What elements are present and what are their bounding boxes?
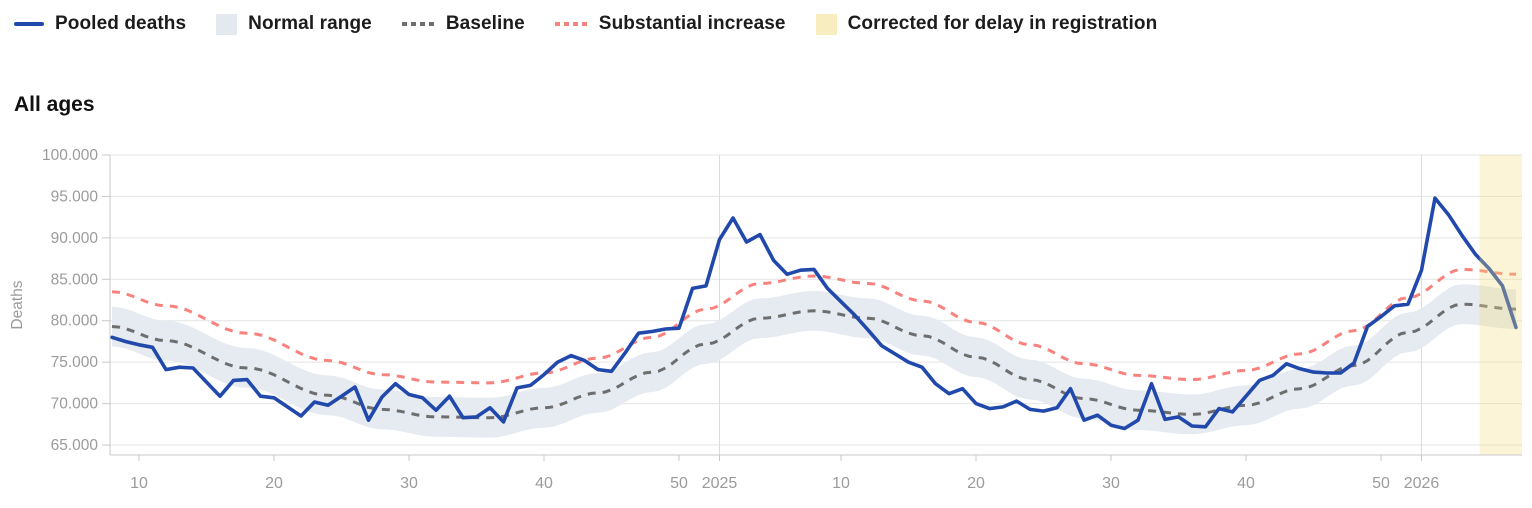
substantial-increase-dashed-swatch [554, 22, 588, 26]
legend-item-normal-range: Normal range [216, 13, 372, 35]
y-tick-label: 65.000 [51, 437, 99, 454]
corrected-region [1479, 155, 1522, 455]
legend-item-substantial-increase: Substantial increase [554, 13, 786, 35]
x-tick-label: 20 [265, 475, 283, 492]
x-tick-label: 2026 [1404, 475, 1440, 492]
chart-title: All ages [14, 93, 95, 116]
pooled-deaths-line [110, 196, 1518, 431]
x-tick-label: 30 [1102, 475, 1120, 492]
x-tick-label: 10 [832, 475, 850, 492]
legend-item-pooled-deaths: Pooled deaths [14, 13, 186, 35]
baseline-line [111, 302, 1517, 420]
legend-label: Normal range [248, 13, 372, 34]
chart-legend: Pooled deaths Normal range Baseline Subs… [14, 13, 1157, 35]
y-tick-label: 90.000 [51, 230, 99, 247]
y-tick-label: 95.000 [51, 188, 99, 205]
x-tick-label: 50 [670, 475, 688, 492]
y-tick-label: 75.000 [51, 354, 99, 371]
x-tick-label: 2025 [702, 475, 738, 492]
x-tick-label: 40 [535, 475, 553, 492]
legend-label: Substantial increase [598, 13, 786, 34]
normal-range-band [112, 284, 1516, 438]
x-tick-label: 20 [967, 475, 985, 492]
legend-label: Baseline [445, 13, 525, 34]
y-tick-label: 80.000 [51, 313, 99, 330]
y-tick-label: 100.000 [42, 147, 98, 164]
x-tick-label: 40 [1237, 475, 1255, 492]
legend-item-corrected: Corrected for delay in registration [815, 13, 1158, 35]
x-tick-label: 30 [400, 475, 418, 492]
legend-item-baseline: Baseline [401, 13, 525, 35]
pooled-deaths-line-swatch [14, 22, 44, 26]
legend-label: Pooled deaths [55, 13, 187, 34]
y-tick-label: 85.000 [51, 271, 99, 288]
x-tick-label: 10 [130, 475, 148, 492]
corrected-delay-swatch [815, 13, 837, 35]
x-tick-label: 50 [1372, 475, 1390, 492]
normal-range-swatch [216, 13, 238, 35]
baseline-dashed-swatch [401, 22, 435, 26]
y-axis-title: Deaths [9, 280, 26, 329]
y-tick-label: 70.000 [51, 396, 99, 413]
substantial-increase-line [111, 267, 1517, 385]
legend-label: Corrected for delay in registration [847, 13, 1158, 34]
